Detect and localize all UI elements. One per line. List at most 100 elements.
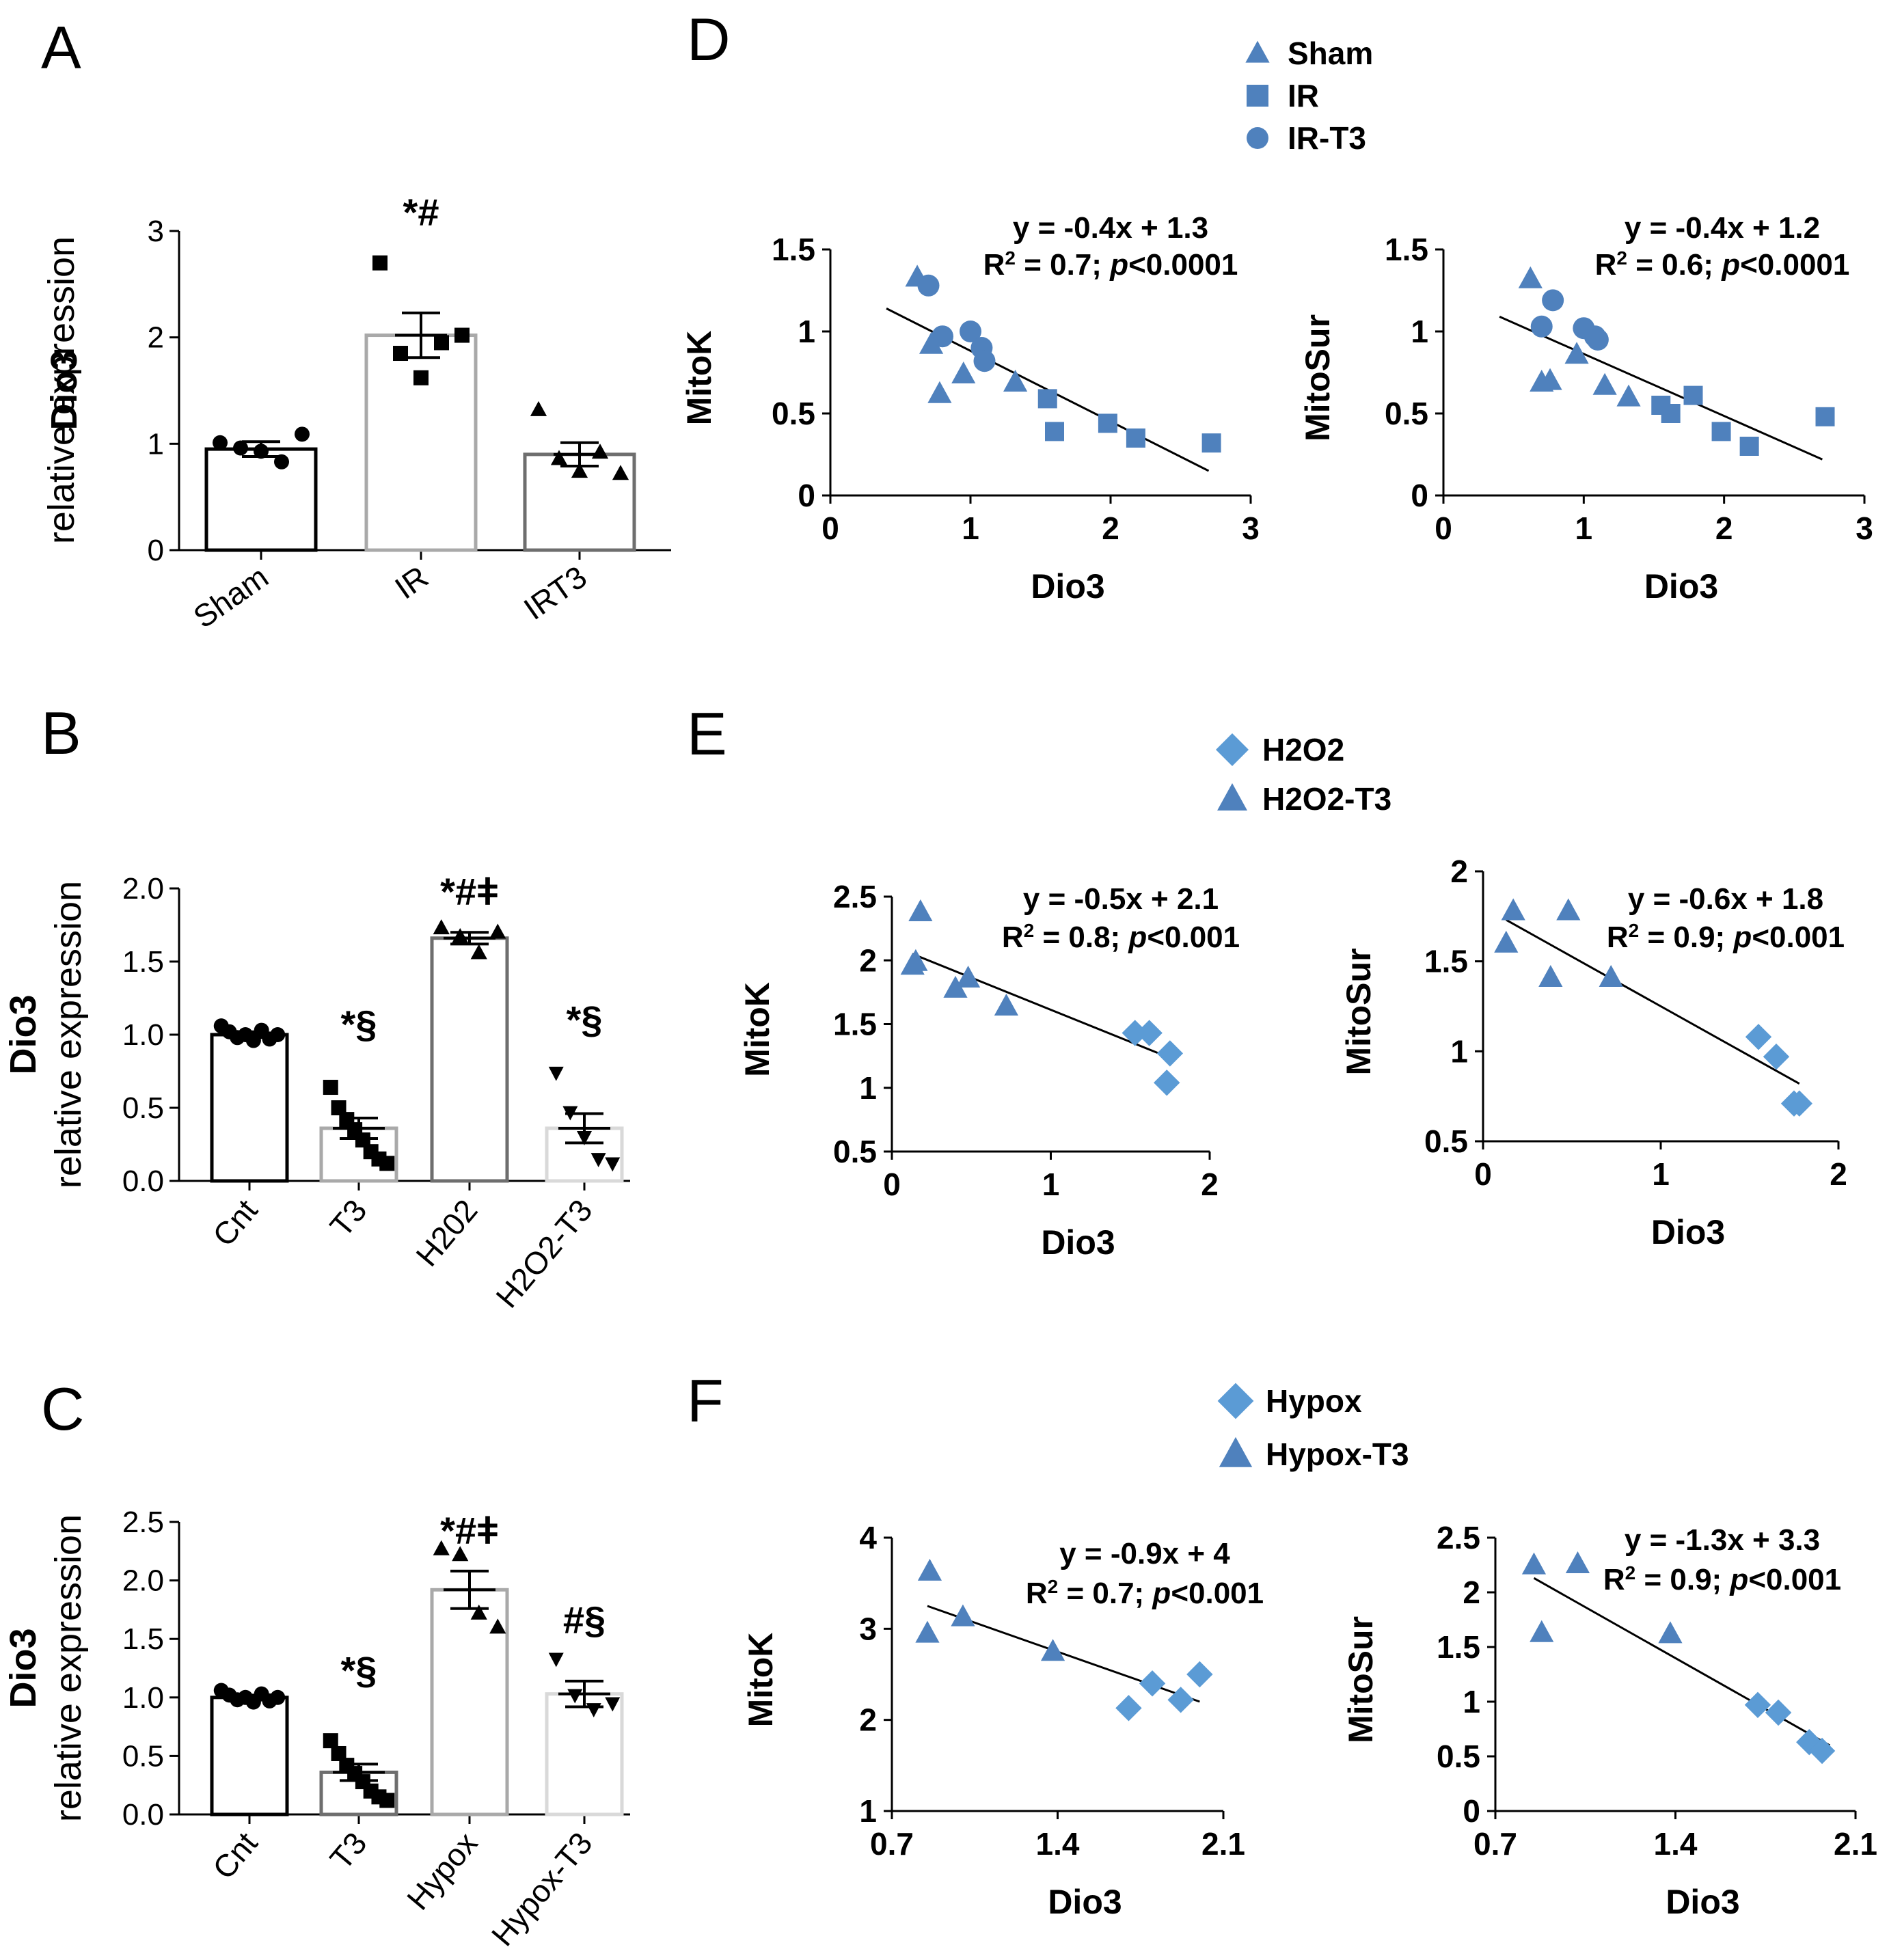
x-axis-title: Dio3 bbox=[1644, 567, 1718, 605]
y-tick-label: 3 bbox=[859, 1611, 877, 1646]
data-point bbox=[548, 1652, 564, 1668]
data-point bbox=[213, 435, 228, 450]
y-axis-title-line2: relative expression bbox=[48, 1514, 89, 1822]
significance-label: *# bbox=[403, 191, 439, 234]
y-tick-label: 2 bbox=[859, 942, 877, 978]
panel-c: C Dio3 relative expression 0.0 0.5 1.0 1.5 2.0 2… bbox=[3, 1375, 630, 1952]
point-h2o2 bbox=[1745, 1024, 1772, 1050]
legend-marker-h2o2 bbox=[1216, 733, 1249, 766]
point-hypox-t3 bbox=[1530, 1620, 1554, 1642]
x-tick-label: 3 bbox=[1242, 511, 1260, 546]
point-hypox bbox=[1765, 1699, 1792, 1726]
x-axis-title: Dio3 bbox=[1031, 567, 1104, 605]
r-squared-part: p bbox=[1729, 1563, 1748, 1596]
legend-marker-ir bbox=[1247, 85, 1268, 107]
r-squared: R2 = 0.9; p<0.001 bbox=[1603, 1562, 1841, 1597]
panel-e2: 0.5 1 1.5 2 0 1 2 Dio3 MitoSur y = -0.6x + 1.8 R2 … bbox=[1340, 854, 1847, 1251]
data-point bbox=[562, 1106, 578, 1121]
trend-line bbox=[912, 953, 1172, 1060]
r-squared-part: 2 bbox=[1625, 1562, 1636, 1583]
panel-label-e: E bbox=[687, 700, 727, 767]
point-h2o2-t3 bbox=[994, 993, 1018, 1016]
y-tick-label: 2.5 bbox=[833, 879, 877, 914]
data-point bbox=[454, 327, 470, 343]
legend-label: Hypox-T3 bbox=[1266, 1437, 1409, 1472]
y-tick-label: 0 bbox=[148, 534, 164, 567]
y-tick-label: 2.0 bbox=[122, 872, 164, 906]
y-tick-label: 1.5 bbox=[1385, 232, 1428, 267]
r-squared-part: <0.001 bbox=[1171, 1577, 1264, 1610]
point-ir bbox=[1739, 437, 1759, 456]
r-squared-part: 2 bbox=[1616, 247, 1627, 269]
point-hypox-t3 bbox=[951, 1604, 975, 1626]
point-hypox bbox=[1808, 1737, 1836, 1765]
x-tick-label: 2 bbox=[1201, 1167, 1219, 1202]
r-squared-part: <0.0001 bbox=[1740, 248, 1849, 282]
r-squared-part: = 0.6; bbox=[1627, 248, 1722, 282]
legend-marker-hypox-t3 bbox=[1219, 1437, 1253, 1467]
r-squared: R2 = 0.7; p<0.001 bbox=[1026, 1576, 1264, 1611]
y-axis-title: MitoSur bbox=[1299, 314, 1337, 441]
y-tick-label: 1.0 bbox=[122, 1018, 164, 1052]
y-axis-title-line2: relative expression bbox=[41, 236, 82, 544]
y-tick-label: 2 bbox=[859, 1702, 877, 1738]
x-tick-label: 3 bbox=[1856, 511, 1873, 546]
point-h2o2 bbox=[1786, 1090, 1812, 1117]
r-squared-part: 2 bbox=[1005, 247, 1016, 269]
category-label: T3 bbox=[323, 1193, 373, 1244]
point-hypox bbox=[1115, 1695, 1142, 1721]
y-tick-label: 0 bbox=[798, 478, 815, 513]
bar-cnt bbox=[210, 1696, 289, 1816]
y-tick-label: 1 bbox=[1411, 314, 1428, 349]
r-squared-part: R bbox=[1603, 1563, 1625, 1596]
r-squared-part: = 0.9; bbox=[1639, 921, 1733, 954]
y-tick-label: 1.5 bbox=[772, 232, 815, 267]
panel-label-a: A bbox=[41, 14, 81, 81]
point-h2o2-t3 bbox=[1556, 898, 1581, 921]
r-squared: R2 = 0.8; p<0.001 bbox=[1002, 920, 1240, 955]
panel-label-f: F bbox=[687, 1367, 724, 1434]
category-label: Cnt bbox=[206, 1193, 264, 1253]
y-tick-label: 0.5 bbox=[122, 1739, 164, 1773]
regression-equation: y = -0.9x + 4 bbox=[1059, 1537, 1230, 1570]
data-point bbox=[571, 463, 588, 478]
data-point bbox=[379, 1793, 395, 1808]
data-point bbox=[355, 1132, 370, 1148]
category-label: Hypox-T3 bbox=[485, 1825, 599, 1952]
point-ir-t3 bbox=[1530, 315, 1553, 338]
point-h2o2 bbox=[1156, 1040, 1184, 1067]
data-point bbox=[413, 370, 429, 385]
point-ir bbox=[1045, 422, 1064, 441]
trend-line bbox=[1499, 316, 1823, 461]
r-squared-part: R bbox=[983, 248, 1005, 282]
point-ir bbox=[1037, 389, 1057, 409]
y-tick-label: 1 bbox=[148, 427, 164, 461]
y-axis-title: MitoSur bbox=[1342, 1616, 1380, 1743]
bar-sham bbox=[204, 447, 318, 552]
y-tick-label: 2.0 bbox=[122, 1564, 164, 1598]
r-squared-part: <0.0001 bbox=[1128, 248, 1238, 282]
y-tick-label: 0.5 bbox=[833, 1134, 877, 1169]
y-tick-label: 1 bbox=[1463, 1684, 1480, 1719]
r-squared: R2 = 0.6; p<0.0001 bbox=[1595, 247, 1850, 282]
significance-label: *#ǂ bbox=[440, 870, 499, 913]
x-tick-label: 2.1 bbox=[1834, 1826, 1877, 1862]
y-tick-label: 1.0 bbox=[122, 1681, 164, 1715]
point-hypox bbox=[1167, 1687, 1194, 1713]
point-h2o2 bbox=[1122, 1020, 1148, 1046]
x-tick-label: 0 bbox=[821, 511, 839, 546]
legend-f: Hypox Hypox-T3 bbox=[1217, 1383, 1409, 1472]
significance-label: *§ bbox=[567, 998, 603, 1042]
r-squared-part: 2 bbox=[1024, 920, 1035, 941]
regression-equation: y = -0.6x + 1.8 bbox=[1628, 882, 1823, 916]
legend-label: IR-T3 bbox=[1288, 120, 1366, 156]
r-squared-part: R bbox=[1002, 921, 1024, 954]
point-sham bbox=[919, 331, 944, 354]
legend-marker-hypox bbox=[1217, 1383, 1254, 1419]
x-tick-label: 0 bbox=[1435, 511, 1452, 546]
data-point bbox=[372, 255, 388, 271]
